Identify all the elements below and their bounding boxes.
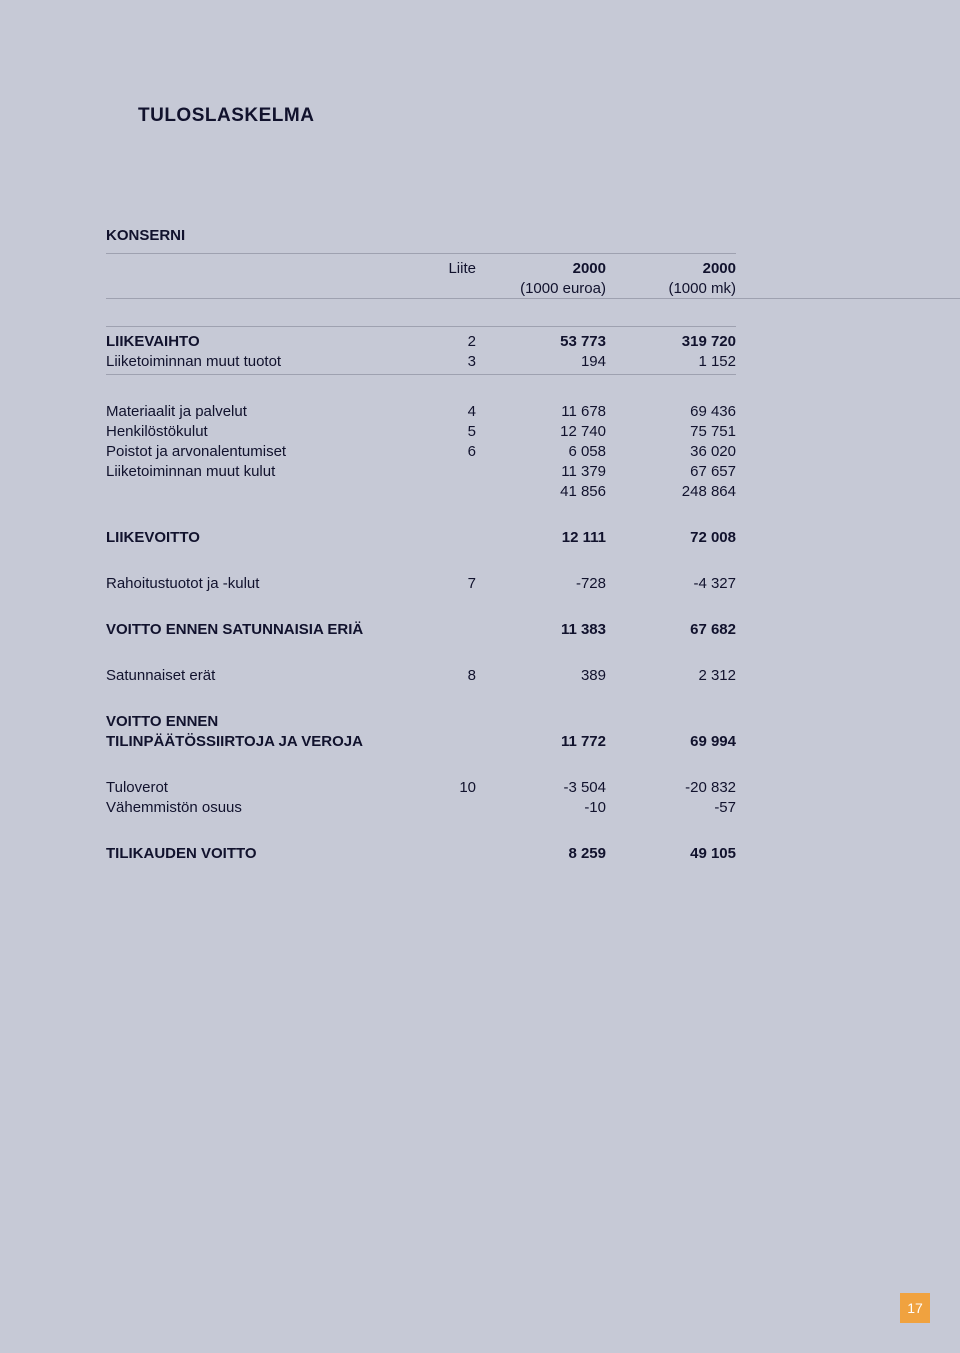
row-value-mk: -4 327 <box>606 572 736 592</box>
row-label: Poistot ja arvonalentumiset <box>106 440 416 460</box>
table-row: LIIKEVOITTO 12 11172 008 <box>106 526 736 546</box>
row-value-mk: 49 105 <box>606 842 736 862</box>
row-value-eur: 53 773 <box>476 327 606 351</box>
row-label: Liiketoiminnan muut kulut <box>106 460 416 480</box>
table-row: Liiketoiminnan muut tuotot31941 152 <box>106 350 736 375</box>
table-row: Liiketoiminnan muut kulut 11 37967 657 <box>106 460 736 480</box>
row-note <box>416 710 476 730</box>
row-note: 10 <box>416 776 476 796</box>
row-value-eur: 6 058 <box>476 440 606 460</box>
row-value-eur: 11 678 <box>476 400 606 420</box>
row-value-eur: 8 259 <box>476 842 606 862</box>
row-note: 2 <box>416 327 476 351</box>
table-row: TILINPÄÄTÖSSIIRTOJA JA VEROJA 11 77269 99… <box>106 730 736 750</box>
row-value-mk: 1 152 <box>606 350 736 375</box>
table-row: VOITTO ENNEN <box>106 710 736 730</box>
page-title: TULOSLASKELMA <box>138 105 314 127</box>
table-row: VOITTO ENNEN SATUNNAISIA ERIÄ 11 38367 68… <box>106 618 736 638</box>
row-value-eur: 389 <box>476 664 606 684</box>
table-row: TILIKAUDEN VOITTO 8 25949 105 <box>106 842 736 862</box>
row-value-eur: -3 504 <box>476 776 606 796</box>
row-note <box>416 460 476 480</box>
table-row: LIIKEVAIHTO253 773319 720 <box>106 327 736 351</box>
row-label: Tuloverot <box>106 776 416 796</box>
row-value-mk: -57 <box>606 796 736 816</box>
row-value-eur: 11 383 <box>476 618 606 638</box>
row-value-mk: 67 657 <box>606 460 736 480</box>
row-value-mk: 36 020 <box>606 440 736 460</box>
row-label: VOITTO ENNEN SATUNNAISIA ERIÄ <box>106 618 416 638</box>
page-number: 17 <box>900 1293 930 1323</box>
row-label <box>106 480 416 500</box>
row-value-mk: 69 436 <box>606 400 736 420</box>
row-note: 7 <box>416 572 476 592</box>
header-row-year: Liite 2000 2000 <box>106 254 736 278</box>
row-note: 6 <box>416 440 476 460</box>
table-row: 41 856248 864 <box>106 480 736 500</box>
row-label: Vähemmistön osuus <box>106 796 416 816</box>
col-header-year-eur: 2000 <box>476 254 606 278</box>
section-heading-konserni: KONSERNI <box>106 227 185 244</box>
table-row: Materiaalit ja palvelut411 67869 436 <box>106 400 736 420</box>
table-row <box>106 546 736 572</box>
row-value-eur: 194 <box>476 350 606 375</box>
col-header-note: Liite <box>416 254 476 278</box>
table-row: Poistot ja arvonalentumiset66 05836 020 <box>106 440 736 460</box>
row-note: 3 <box>416 350 476 375</box>
row-note: 5 <box>416 420 476 440</box>
row-value-eur: -10 <box>476 796 606 816</box>
row-value-eur: 41 856 <box>476 480 606 500</box>
row-label: Henkilöstökulut <box>106 420 416 440</box>
row-note <box>416 842 476 862</box>
row-note <box>416 526 476 546</box>
row-value-mk: 2 312 <box>606 664 736 684</box>
table-row: Rahoitustuotot ja -kulut7-728-4 327 <box>106 572 736 592</box>
row-value-mk: 67 682 <box>606 618 736 638</box>
income-statement-section1: LIIKEVAIHTO253 773319 720Liiketoiminnan … <box>106 326 736 375</box>
row-note: 4 <box>416 400 476 420</box>
row-label: Rahoitustuotot ja -kulut <box>106 572 416 592</box>
row-label: LIIKEVOITTO <box>106 526 416 546</box>
row-value-mk: -20 832 <box>606 776 736 796</box>
row-label: Liiketoiminnan muut tuotot <box>106 350 416 375</box>
row-label: LIIKEVAIHTO <box>106 327 416 351</box>
table-row <box>106 638 736 664</box>
row-note: 8 <box>416 664 476 684</box>
row-label: Materiaalit ja palvelut <box>106 400 416 420</box>
row-label: VOITTO ENNEN <box>106 710 416 730</box>
table-row: Satunnaiset erät83892 312 <box>106 664 736 684</box>
row-value-mk <box>606 710 736 730</box>
row-value-eur: -728 <box>476 572 606 592</box>
income-statement-header: Liite 2000 2000 (1000 euroa) (1000 mk) <box>106 253 736 301</box>
table-row: Henkilöstökulut512 74075 751 <box>106 420 736 440</box>
row-label: TILINPÄÄTÖSSIIRTOJA JA VEROJA <box>106 730 416 750</box>
table-row: Vähemmistön osuus -10-57 <box>106 796 736 816</box>
income-statement-section2: Materiaalit ja palvelut411 67869 436Henk… <box>106 400 736 862</box>
row-value-mk: 72 008 <box>606 526 736 546</box>
row-value-eur: 12 111 <box>476 526 606 546</box>
row-value-eur: 12 740 <box>476 420 606 440</box>
table-row: Tuloverot10-3 504-20 832 <box>106 776 736 796</box>
row-value-eur: 11 379 <box>476 460 606 480</box>
table-row <box>106 592 736 618</box>
row-note <box>416 480 476 500</box>
page: TULOSLASKELMA KONSERNI Liite 2000 2000 (… <box>0 0 960 1353</box>
row-value-eur <box>476 710 606 730</box>
table-row <box>106 750 736 776</box>
col-header-year-mk: 2000 <box>606 254 736 278</box>
row-value-mk: 75 751 <box>606 420 736 440</box>
table-row <box>106 500 736 526</box>
row-label: TILIKAUDEN VOITTO <box>106 842 416 862</box>
row-value-mk: 248 864 <box>606 480 736 500</box>
row-note <box>416 796 476 816</box>
table-row <box>106 816 736 842</box>
row-value-eur: 11 772 <box>476 730 606 750</box>
row-note <box>416 618 476 638</box>
header-rule <box>106 298 960 299</box>
table-row <box>106 684 736 710</box>
row-label: Satunnaiset erät <box>106 664 416 684</box>
row-note <box>416 730 476 750</box>
row-value-mk: 319 720 <box>606 327 736 351</box>
row-value-mk: 69 994 <box>606 730 736 750</box>
